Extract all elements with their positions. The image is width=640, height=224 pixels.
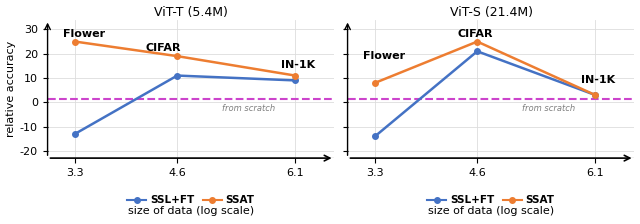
X-axis label: size of data (log scale): size of data (log scale) xyxy=(128,206,254,216)
Text: IN-1K: IN-1K xyxy=(581,75,615,85)
Title: ViT-S (21.4M): ViT-S (21.4M) xyxy=(449,6,532,19)
Y-axis label: relative accuracy: relative accuracy xyxy=(6,41,15,137)
Text: CIFAR: CIFAR xyxy=(458,29,493,39)
Text: IN-1K: IN-1K xyxy=(281,60,315,70)
Text: CIFAR: CIFAR xyxy=(146,43,181,53)
X-axis label: size of data (log scale): size of data (log scale) xyxy=(428,206,554,216)
Text: Flower: Flower xyxy=(63,29,106,39)
Text: from scratch: from scratch xyxy=(522,104,575,113)
Legend: SSL+FT, SSAT: SSL+FT, SSAT xyxy=(127,196,255,205)
Text: from scratch: from scratch xyxy=(222,104,275,113)
Legend: SSL+FT, SSAT: SSL+FT, SSAT xyxy=(428,196,555,205)
Text: Flower: Flower xyxy=(364,51,405,60)
Title: ViT-T (5.4M): ViT-T (5.4M) xyxy=(154,6,228,19)
